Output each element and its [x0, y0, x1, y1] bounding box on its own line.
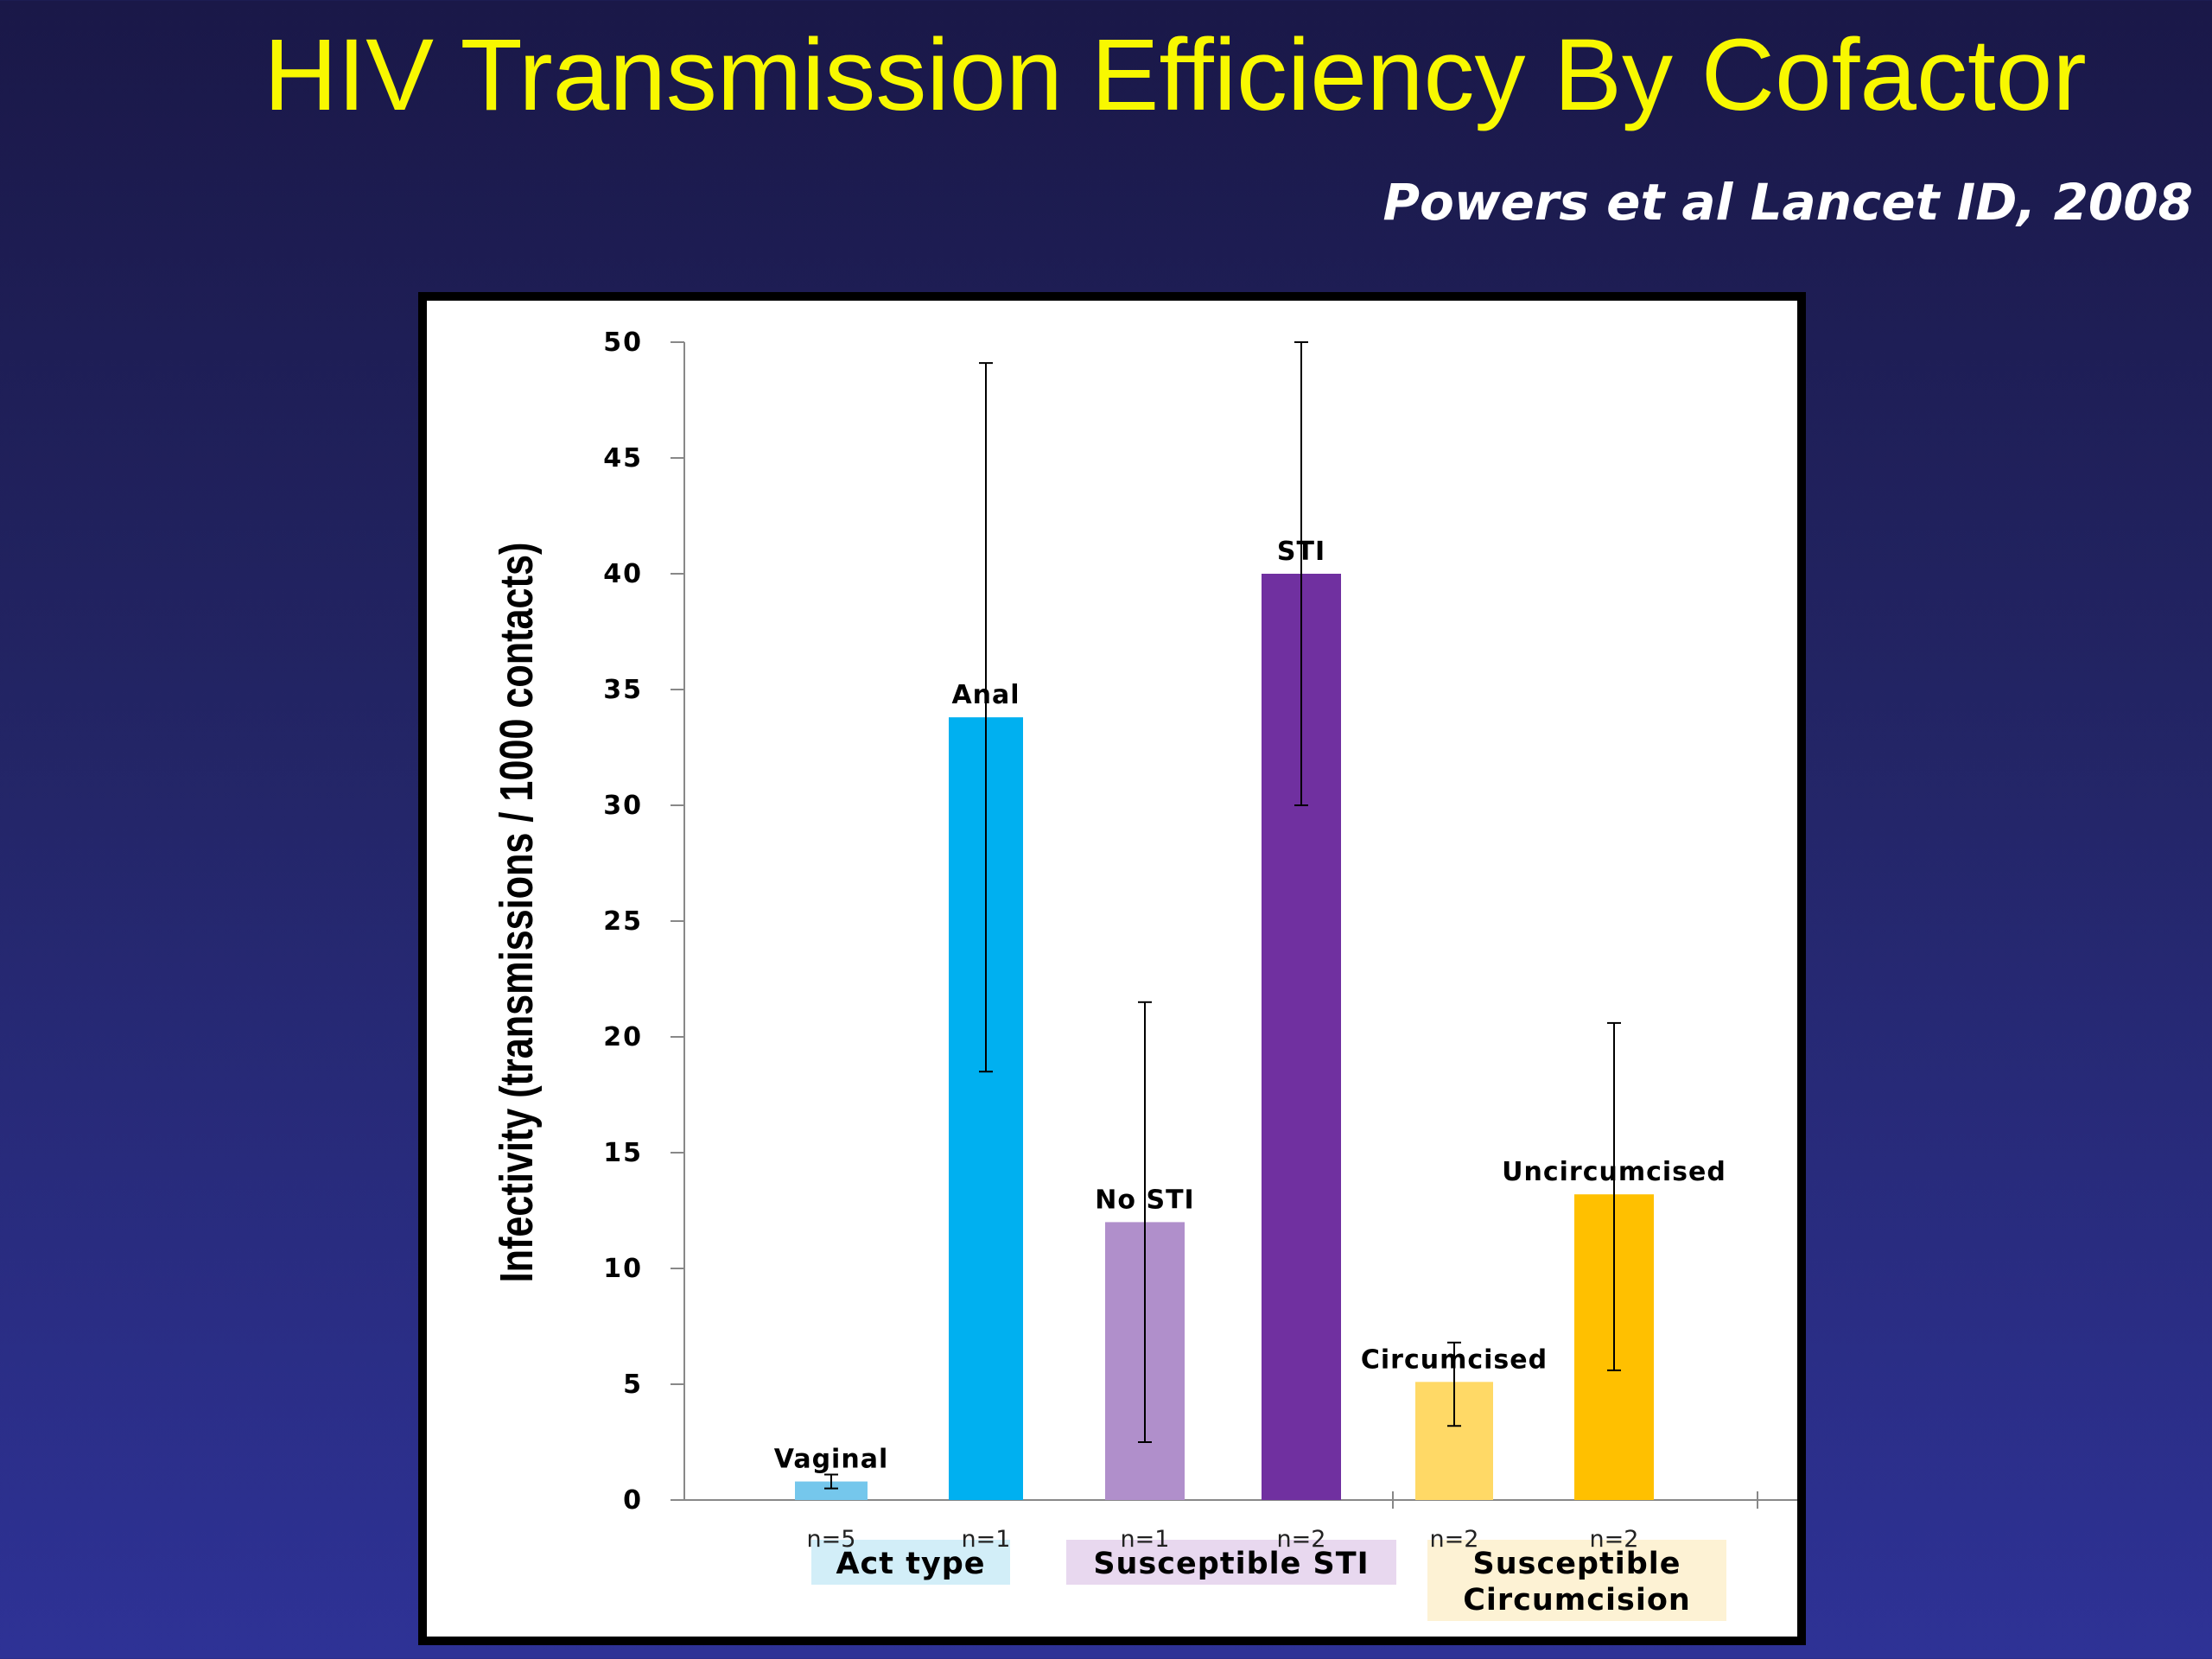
- slide-title: HIV Transmission Efficiency By Cofactor: [264, 18, 2087, 132]
- group-label-2: Circumcision: [1463, 1583, 1691, 1618]
- bars: [795, 341, 1654, 1500]
- n-label-0: n=5: [807, 1526, 856, 1553]
- y-tick-label: 35: [603, 675, 643, 705]
- bar-label-2: No STI: [1095, 1185, 1194, 1215]
- bar-label-5: Uncircumcised: [1502, 1157, 1726, 1187]
- group-label-1: Susceptible STI: [1093, 1547, 1369, 1581]
- y-tick-label: 40: [603, 559, 643, 589]
- bar-chart: 0 5 10 15 20 25 30 35 40 45 50 Vaginal n=5 Anal n=1 No …: [492, 327, 1797, 1621]
- group-label-backgrounds: [811, 1540, 1726, 1621]
- y-tick-label: 5: [623, 1370, 643, 1400]
- group-label-bg-0: [811, 1540, 1010, 1585]
- n-label-1: n=1: [962, 1526, 1011, 1553]
- group-label-bg-2: [1427, 1540, 1726, 1621]
- chart-frame: 0 5 10 15 20 25 30 35 40 45 50 Vaginal n=5 Anal n=1 No …: [418, 292, 1806, 1645]
- y-tick-label: 45: [603, 443, 643, 474]
- y-tick-label: 25: [603, 906, 643, 937]
- y-tick-label: 10: [603, 1254, 643, 1284]
- n-label-4: n=2: [1430, 1526, 1479, 1553]
- n-label-3: n=2: [1277, 1526, 1326, 1553]
- y-tick-label: 15: [603, 1138, 643, 1168]
- bar-label-0: Vaginal: [774, 1445, 888, 1475]
- n-label-2: n=1: [1121, 1526, 1170, 1553]
- y-tick-label: 30: [603, 791, 643, 821]
- bar-label-4: Circumcised: [1361, 1344, 1548, 1375]
- y-axis-title: Infectivity (transmissions / 1000 contac…: [492, 543, 543, 1283]
- y-tick-label: 50: [603, 327, 643, 358]
- group-label-0: Act type: [836, 1547, 985, 1581]
- bar-label-1: Anal: [951, 680, 1020, 710]
- bar-0: [795, 1481, 868, 1500]
- group-label-bg-1: [1066, 1540, 1396, 1585]
- y-tick-label: 0: [623, 1485, 643, 1516]
- y-tick-label: 20: [603, 1022, 643, 1052]
- group-label-2: Susceptible: [1472, 1547, 1681, 1581]
- citation: Powers et al Lancet ID, 2008: [1382, 173, 2193, 232]
- labels: 0 5 10 15 20 25 30 35 40 45 50 Vaginal n=5 Anal n=1 No …: [603, 327, 1726, 1618]
- bar-label-3: STI: [1277, 537, 1325, 567]
- n-label-5: n=2: [1590, 1526, 1639, 1553]
